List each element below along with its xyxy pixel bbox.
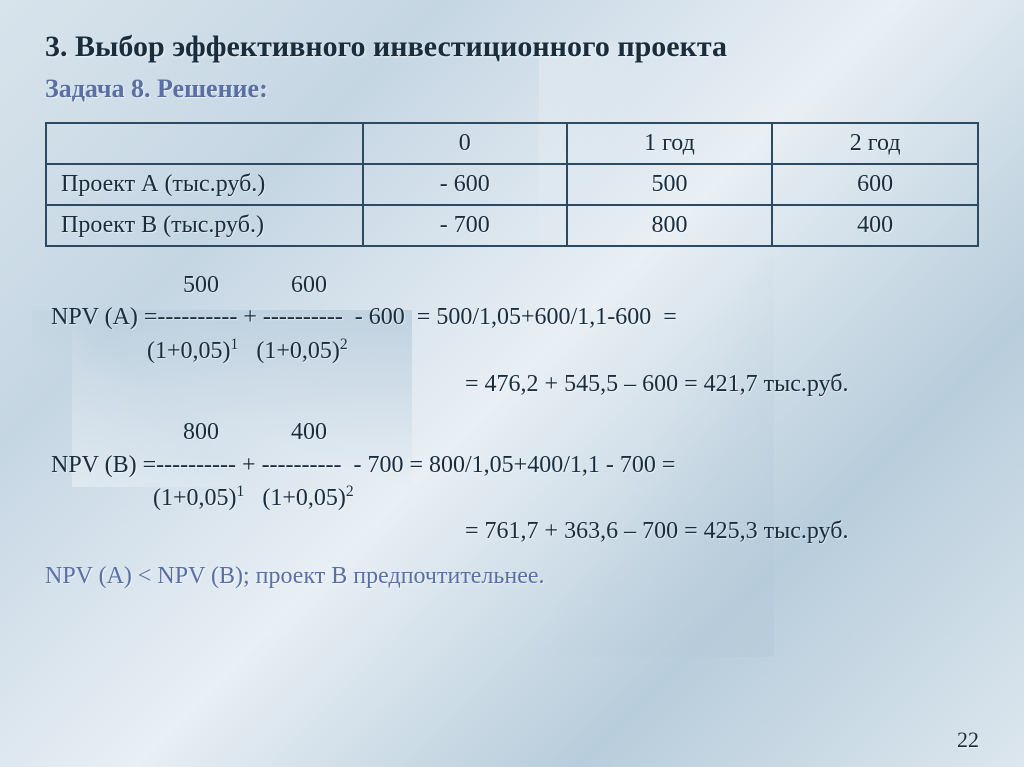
table-row: Проект В (тыс.руб.) - 700 800 400 bbox=[46, 205, 978, 246]
calc-a-denominators: (1+0,05)1 (1+0,05)2 bbox=[45, 334, 979, 367]
table-header-row: 0 1 год 2 год bbox=[46, 123, 978, 164]
header-year-2: 2 год bbox=[772, 123, 978, 164]
row-a-c1: 500 bbox=[567, 164, 773, 205]
row-a-c0: - 600 bbox=[363, 164, 567, 205]
data-table: 0 1 год 2 год Проект А (тыс.руб.) - 600 … bbox=[45, 122, 979, 247]
header-year-0: 0 bbox=[363, 123, 567, 164]
row-b-label: Проект В (тыс.руб.) bbox=[46, 205, 363, 246]
subtitle: Задача 8. Решение: bbox=[45, 74, 979, 104]
calc-b-formula: NPV (В) =---------- + ---------- - 700 =… bbox=[45, 449, 979, 481]
calc-b-numerators: 800 400 bbox=[45, 416, 979, 448]
conclusion: NPV (А) < NPV (В); проект В предпочтител… bbox=[45, 563, 979, 590]
calc-a-result: = 476,2 + 545,5 – 600 = 421,7 тыс.руб. bbox=[45, 371, 979, 398]
calc-b-result: = 761,7 + 363,6 – 700 = 425,3 тыс.руб. bbox=[45, 518, 979, 545]
page-title: 3. Выбор эффективного инвестиционного пр… bbox=[45, 30, 979, 64]
header-blank bbox=[46, 123, 363, 164]
calc-b-denominators: (1+0,05)1 (1+0,05)2 bbox=[45, 481, 979, 514]
calc-a-formula: NPV (А) =---------- + ---------- - 600 =… bbox=[45, 301, 979, 333]
table-row: Проект А (тыс.руб.) - 600 500 600 bbox=[46, 164, 978, 205]
row-b-c1: 800 bbox=[567, 205, 773, 246]
header-year-1: 1 год bbox=[567, 123, 773, 164]
row-b-c0: - 700 bbox=[363, 205, 567, 246]
row-b-c2: 400 bbox=[772, 205, 978, 246]
row-a-label: Проект А (тыс.руб.) bbox=[46, 164, 363, 205]
calc-a-numerators: 500 600 bbox=[45, 269, 979, 301]
row-a-c2: 600 bbox=[772, 164, 978, 205]
npv-b-calculation: 800 400 NPV (В) =---------- + ----------… bbox=[45, 416, 979, 545]
npv-a-calculation: 500 600 NPV (А) =---------- + ----------… bbox=[45, 269, 979, 398]
page-number: 22 bbox=[957, 727, 979, 753]
